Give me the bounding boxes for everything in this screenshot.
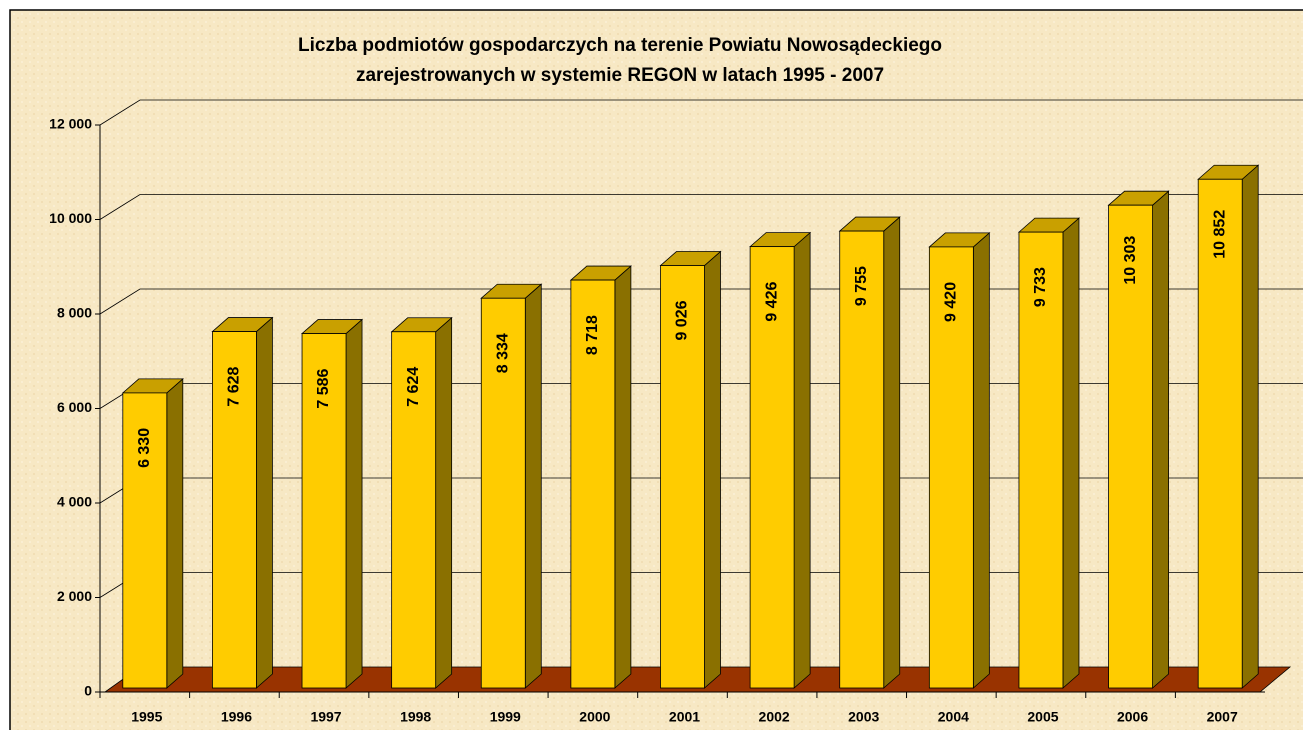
y-tick-label: 6 000	[57, 399, 92, 415]
bar	[749, 246, 795, 689]
x-tick-label: 1996	[221, 709, 252, 725]
bar-side	[345, 318, 363, 689]
x-tick-label: 2004	[938, 709, 969, 725]
x-tick-label: 2002	[759, 709, 790, 725]
bar-side	[704, 250, 721, 689]
grid-line	[99, 99, 1303, 126]
data-label: 9 420	[943, 282, 960, 322]
grid-line	[99, 194, 1303, 220]
bar	[570, 279, 616, 689]
x-tick-label: 2000	[579, 709, 610, 725]
bar	[839, 230, 885, 689]
bar-side	[166, 378, 184, 689]
data-label: 8 334	[494, 333, 511, 373]
data-label: 7 624	[405, 367, 422, 407]
y-tick-label: 8 000	[57, 305, 92, 321]
x-tick-label: 1995	[131, 709, 162, 725]
bar-side	[435, 316, 453, 689]
data-label: 6 330	[136, 428, 153, 468]
bar	[1018, 231, 1064, 689]
data-label: 7 586	[315, 368, 332, 408]
bar-side	[1152, 190, 1169, 689]
y-tick-label: 2 000	[57, 588, 92, 604]
bar	[122, 392, 168, 689]
bar-side	[1241, 164, 1259, 689]
bar	[212, 331, 257, 689]
data-label: 9 733	[1032, 267, 1049, 307]
data-label: 8 718	[584, 315, 601, 355]
bar	[660, 265, 705, 689]
bar-side	[793, 231, 811, 689]
bar-side	[1062, 217, 1080, 689]
y-tick-label: 10 000	[49, 210, 92, 226]
chart-title: Liczba podmiotów gospodarczych na tereni…	[298, 35, 942, 56]
data-label: 9 755	[853, 266, 870, 306]
data-label: 9 426	[763, 282, 780, 322]
x-tick-label: 1998	[400, 709, 431, 725]
x-tick-label: 1997	[310, 709, 341, 725]
data-label: 10 852	[1211, 210, 1228, 259]
bar	[301, 333, 347, 689]
x-tick-label: 2007	[1207, 709, 1238, 725]
bar-side	[256, 316, 273, 689]
bar	[480, 297, 526, 689]
x-tick-label: 2005	[1027, 709, 1058, 725]
x-tick-label: 2006	[1117, 709, 1148, 725]
bar	[1108, 204, 1153, 689]
x-tick-label: 1999	[490, 709, 521, 725]
y-tick-label: 4 000	[57, 494, 92, 510]
bar	[928, 246, 974, 689]
data-label: 9 026	[674, 300, 691, 340]
bar-side	[524, 283, 542, 689]
data-label: 10 303	[1122, 236, 1139, 285]
chart-title: zarejestrowanych w systemie REGON w lata…	[356, 65, 884, 86]
bar	[391, 331, 437, 689]
bar-side	[883, 216, 901, 689]
x-tick-label: 2001	[669, 709, 700, 725]
y-tick-label: 0	[84, 683, 92, 699]
bar	[1197, 178, 1243, 689]
bar-side	[614, 265, 632, 689]
grid-line	[99, 288, 1303, 315]
x-tick-label: 2003	[848, 709, 879, 725]
y-tick-label: 12 000	[49, 116, 92, 132]
bar-side	[972, 232, 990, 689]
data-label: 7 628	[226, 366, 243, 406]
